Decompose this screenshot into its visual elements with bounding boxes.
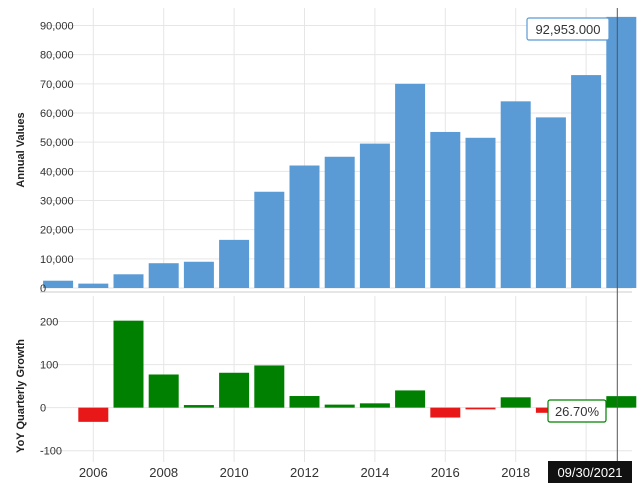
annual-y-tick-label: 10,000 xyxy=(40,254,74,266)
growth-y-axis: -100 0 100 200 xyxy=(40,317,62,458)
x-tick-label: 2010 xyxy=(220,465,249,480)
date-label: 09/30/2021 xyxy=(548,461,632,483)
growth-y-tick-label: 200 xyxy=(40,317,58,329)
date-label-text: 09/30/2021 xyxy=(557,465,622,480)
annual-bar xyxy=(535,117,566,288)
x-tick-label: 2012 xyxy=(290,465,319,480)
annual-bar xyxy=(395,83,426,288)
growth-y-label: YoY Quarterly Growth xyxy=(15,339,27,453)
growth-bars xyxy=(78,320,637,422)
annual-bar xyxy=(78,283,109,288)
growth-bar xyxy=(183,405,214,408)
annual-y-label: Annual Values xyxy=(15,112,27,187)
annual-bar xyxy=(148,263,179,288)
growth-y-tick-label: 100 xyxy=(40,360,58,372)
growth-y-tick-label: -100 xyxy=(40,446,62,458)
growth-bar xyxy=(78,407,109,422)
annual-y-tick-label: 50,000 xyxy=(40,137,74,149)
annual-y-tick-label: 70,000 xyxy=(40,79,74,91)
annual-bar xyxy=(183,261,214,288)
growth-bar xyxy=(500,397,531,408)
annual-bar xyxy=(43,280,74,288)
annual-y-tick-label: 40,000 xyxy=(40,166,74,178)
annual-y-tick-label: 30,000 xyxy=(40,196,74,208)
annual-bar xyxy=(113,274,144,288)
x-tick-label: 2014 xyxy=(360,465,389,480)
x-tick-label: 2016 xyxy=(431,465,460,480)
annual-bars xyxy=(43,16,637,288)
growth-bar xyxy=(254,365,285,408)
growth-bar xyxy=(113,320,144,408)
annual-bar xyxy=(465,137,496,288)
growth-bar xyxy=(148,374,179,408)
annual-bar xyxy=(606,16,637,288)
growth-bar xyxy=(430,407,461,418)
annual-bar xyxy=(359,143,390,288)
x-tick-label: 2006 xyxy=(79,465,108,480)
annual-callout-text: 92,953.000 xyxy=(535,22,600,37)
growth-bar xyxy=(289,396,320,408)
growth-y-tick-label: 0 xyxy=(40,403,46,415)
annual-bar xyxy=(219,239,250,288)
annual-y-tick-label: 80,000 xyxy=(40,50,74,62)
growth-bar xyxy=(465,407,496,410)
growth-callout-text: 26.70% xyxy=(555,404,600,419)
annual-bar xyxy=(571,75,602,288)
annual-bar xyxy=(254,191,285,288)
growth-bar xyxy=(219,372,250,408)
growth-bar xyxy=(395,390,426,408)
annual-bar xyxy=(430,131,461,288)
annual-y-tick-label: 60,000 xyxy=(40,108,74,120)
annual-bar xyxy=(500,101,531,288)
x-tick-label: 2008 xyxy=(149,465,178,480)
growth-bar xyxy=(606,396,637,408)
growth-bar xyxy=(359,403,390,408)
annual-y-tick-label: 0 xyxy=(40,283,46,295)
growth-bar xyxy=(324,404,355,408)
annual-value-callout: 92,953.000 xyxy=(526,17,610,41)
annual-y-axis: 0 10,000 20,000 30,000 40,000 50,000 60,000 70,… xyxy=(40,21,74,296)
annual-y-tick-label: 90,000 xyxy=(40,21,74,33)
annual-bar xyxy=(324,156,355,288)
x-axis: 2006 2008 2010 2012 2014 2016 2018 xyxy=(79,465,530,480)
growth-value-callout: 26.70% xyxy=(547,399,607,423)
x-tick-label: 2018 xyxy=(501,465,530,480)
annual-bar xyxy=(289,165,320,288)
annual-y-tick-label: 20,000 xyxy=(40,225,74,237)
